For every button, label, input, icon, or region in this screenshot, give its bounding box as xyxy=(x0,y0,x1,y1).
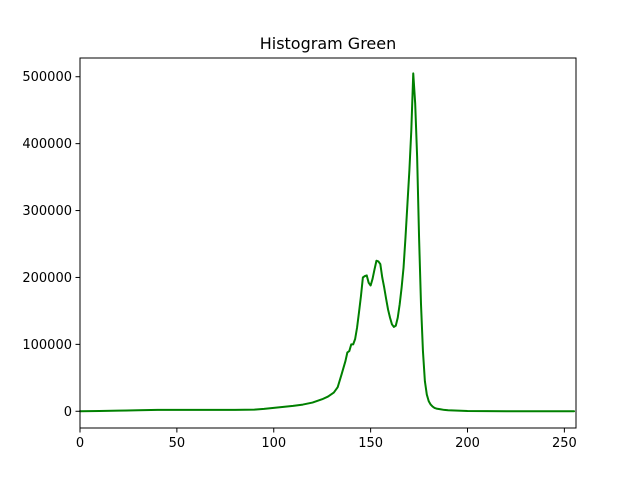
y-tick-label: 300000 xyxy=(22,204,72,219)
y-tick-label: 0 xyxy=(64,405,72,420)
y-tick-label: 200000 xyxy=(22,271,72,286)
plot-frame xyxy=(79,57,577,429)
x-tick-label: 200 xyxy=(455,436,480,451)
x-axis: 0 50 100 150 200 250 xyxy=(76,428,577,451)
x-tick-label: 250 xyxy=(552,436,577,451)
x-tick-label: 0 xyxy=(76,436,84,451)
plot-area xyxy=(80,58,576,428)
chart-title: Histogram Green xyxy=(260,34,397,53)
y-tick-label: 400000 xyxy=(22,137,72,152)
series-line-green xyxy=(79,72,576,413)
y-axis: 0 100000 200000 300000 400000 500000 xyxy=(22,70,80,420)
y-tick-label: 100000 xyxy=(22,338,72,353)
x-tick-label: 100 xyxy=(261,436,286,451)
x-tick-label: 150 xyxy=(358,436,383,451)
series-layer xyxy=(79,72,576,413)
x-tick-label: 50 xyxy=(169,436,186,451)
y-tick-label: 500000 xyxy=(22,70,72,85)
